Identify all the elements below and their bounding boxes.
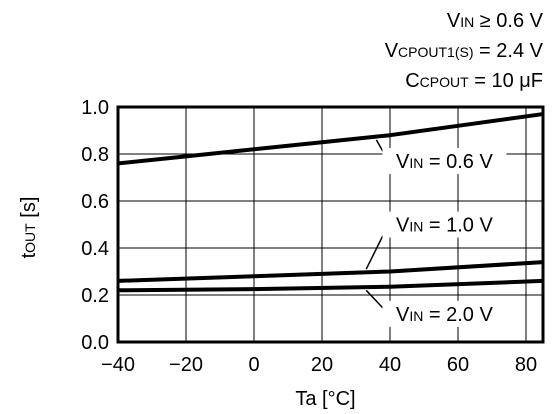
x-tick-label: −40	[101, 354, 135, 376]
condition-line: CCPOUT = 10 μF	[405, 70, 543, 92]
plot-frame	[116, 105, 545, 344]
x-tick-label: 0	[248, 354, 259, 376]
series-label-0: VIN = 0.6 V	[396, 151, 493, 173]
series-label-1: VIN = 1.0 V	[396, 215, 493, 237]
y-tick-label: 0.8	[81, 144, 109, 166]
y-tick-labels: 0.0 0.2 0.4 0.6 0.8 1.0	[81, 97, 109, 354]
y-axis-label: tOUT [s]	[18, 197, 40, 259]
x-tick-label: 40	[379, 354, 401, 376]
series-callouts: VIN = 0.6 V VIN = 1.0 V VIN = 2.0 V	[365, 139, 507, 327]
condition-line: VIN ≥ 0.6 V	[447, 10, 544, 32]
y-tick-label: 0.2	[81, 285, 109, 307]
x-tick-labels: −40 −20 0 20 40 60 80	[101, 354, 537, 376]
y-tick-label: 0.0	[81, 332, 109, 354]
series-line-1	[117, 260, 544, 283]
test-conditions: VIN ≥ 0.6 V VCPOUT1(S) = 2.4 V CCPOUT = 10…	[385, 10, 544, 92]
callout-background	[382, 300, 507, 327]
y-tick-label: 1.0	[81, 97, 109, 119]
y-tick-label: 0.4	[81, 238, 109, 260]
callout-background	[382, 211, 507, 238]
x-tick-label: −20	[169, 354, 203, 376]
x-axis-label: Ta [°C]	[295, 388, 355, 410]
series-lines	[117, 112, 544, 293]
callout-background	[382, 148, 507, 175]
series-line-0	[117, 112, 544, 166]
x-tick-label: 80	[515, 354, 537, 376]
condition-line: VCPOUT1(S) = 2.4 V	[385, 40, 544, 62]
x-tick-label: 60	[447, 354, 469, 376]
series-line-2	[117, 278, 544, 293]
x-tick-label: 20	[311, 354, 333, 376]
y-tick-label: 0.6	[81, 191, 109, 213]
series-label-2: VIN = 2.0 V	[396, 304, 493, 326]
